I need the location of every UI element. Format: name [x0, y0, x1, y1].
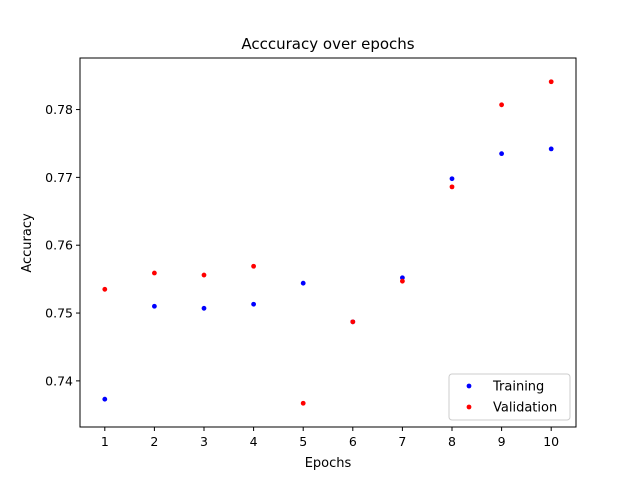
x-tick-label: 6 — [349, 434, 357, 449]
validation-point — [251, 263, 256, 269]
legend-label-training: Training — [492, 380, 544, 395]
training-point — [449, 176, 455, 182]
validation-point — [400, 278, 405, 284]
legend-box — [448, 373, 571, 421]
y-tick-label: 0.74 — [45, 373, 73, 388]
validation-point — [350, 319, 356, 325]
chart-title: Acccuracy over epochs — [241, 35, 414, 53]
x-tick-label: 1 — [101, 434, 109, 449]
validation-point — [499, 102, 504, 108]
training-point — [152, 303, 157, 309]
validation-point — [102, 286, 108, 292]
x-tick-label: 4 — [250, 434, 258, 449]
validation-point — [300, 400, 306, 406]
y-tick-label: 0.78 — [45, 102, 73, 117]
data-points — [102, 79, 554, 406]
training-point — [102, 396, 108, 402]
plot-frame — [79, 57, 577, 428]
training-point — [201, 305, 207, 311]
x-tick-label: 8 — [448, 434, 456, 449]
y-tick-label: 0.77 — [45, 170, 73, 185]
x-tick-label: 5 — [299, 434, 307, 449]
legend-label-validation: Validation — [493, 401, 557, 416]
validation-point — [201, 272, 207, 278]
validation-point — [152, 270, 157, 276]
x-tick-label: 10 — [543, 434, 559, 449]
x-axis-label: Epochs — [305, 456, 352, 471]
y-tick-label: 0.75 — [45, 306, 73, 321]
plot-area — [79, 57, 577, 428]
y-axis-label: Accuracy — [20, 213, 35, 273]
training-point — [400, 275, 405, 281]
validation-point — [449, 184, 455, 190]
x-tick-label: 3 — [200, 434, 208, 449]
training-point — [251, 301, 256, 307]
x-axis: 1 2 3 4 5 6 7 8 9 10 — [101, 427, 559, 449]
x-tick-label: 7 — [398, 434, 406, 449]
legend-marker-training — [466, 383, 472, 389]
x-tick-label: 9 — [498, 434, 506, 449]
y-axis: 0.74 0.75 0.76 0.77 0.78 — [45, 102, 80, 388]
legend: Training Validation — [448, 373, 571, 421]
training-point — [548, 146, 554, 152]
validation-point — [548, 79, 554, 85]
x-tick-label: 2 — [150, 434, 158, 449]
y-tick-label: 0.76 — [45, 238, 73, 253]
training-point — [499, 151, 504, 157]
legend-marker-validation — [466, 404, 472, 410]
training-point — [300, 280, 306, 286]
